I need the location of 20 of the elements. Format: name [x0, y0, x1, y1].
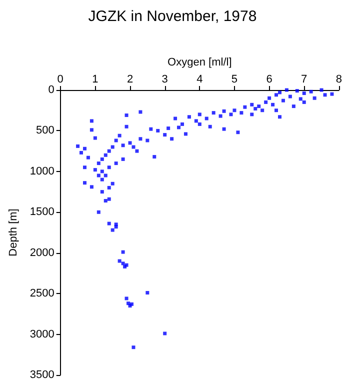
x-tick-label: 3 — [162, 74, 168, 86]
y-tick-label: 3000 — [30, 328, 54, 340]
x-tick-label: 8 — [336, 74, 342, 86]
x-tick-label: 5 — [231, 74, 238, 86]
x-tick-label: 1 — [92, 74, 98, 86]
y-tick-label: 2000 — [30, 246, 54, 259]
x-tick-label: 2 — [126, 74, 134, 86]
y-tick-label: 500 — [36, 124, 54, 137]
y-tick-label: 2500 — [30, 288, 54, 300]
x-tick-label: 4 — [196, 74, 203, 86]
x-tick-label: 0 — [57, 74, 64, 86]
x-axis-title: Oxygen [ml/l] — [168, 56, 232, 68]
y-tick-label: 1500 — [30, 206, 54, 218]
x-tick-label: 7 — [301, 74, 308, 86]
y-tick-label: 0 — [48, 84, 54, 96]
chart-title: JGZK in November, 1978 — [88, 8, 257, 25]
x-tick-label: 6 — [266, 74, 272, 86]
y-tick-label: 3500 — [30, 369, 54, 381]
y-tick-label: 1000 — [30, 165, 54, 178]
y-axis-title: Depth [m] — [8, 208, 20, 256]
